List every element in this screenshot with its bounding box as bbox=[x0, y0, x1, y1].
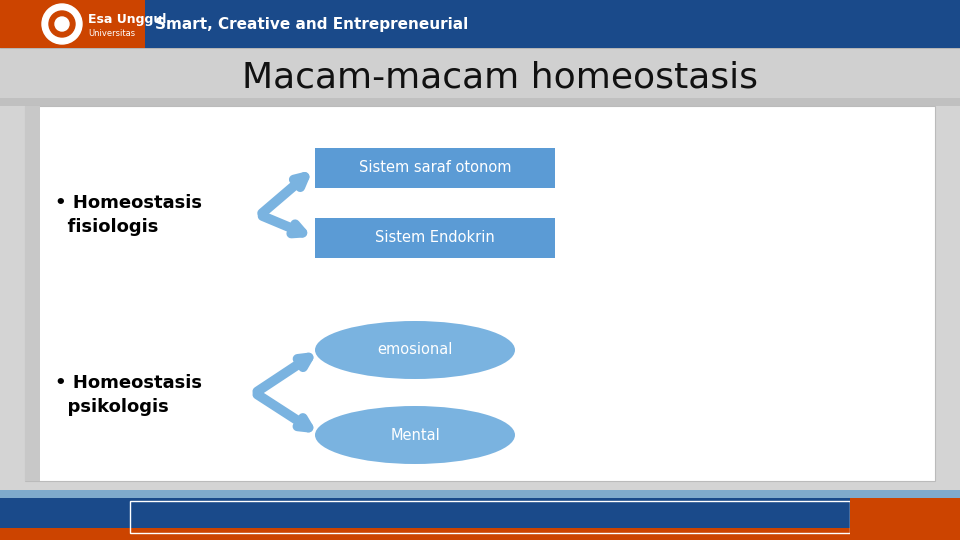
Circle shape bbox=[42, 4, 82, 44]
Bar bbox=[0, 490, 960, 498]
Text: Smart, Creative and Entrepreneurial: Smart, Creative and Entrepreneurial bbox=[155, 17, 468, 31]
Text: Sistem saraf otonom: Sistem saraf otonom bbox=[359, 160, 512, 176]
Text: • Homeostasis
  psikologis: • Homeostasis psikologis bbox=[55, 374, 202, 416]
Circle shape bbox=[49, 11, 75, 37]
Circle shape bbox=[55, 17, 69, 31]
Bar bbox=[850, 498, 960, 540]
Text: Universitas: Universitas bbox=[88, 30, 135, 38]
Text: Sistem Endokrin: Sistem Endokrin bbox=[375, 231, 494, 246]
Text: Esa Unggul: Esa Unggul bbox=[88, 14, 166, 26]
Ellipse shape bbox=[315, 321, 515, 379]
Bar bbox=[25, 106, 40, 481]
Bar bbox=[315, 218, 555, 258]
Bar bbox=[25, 106, 935, 481]
Bar bbox=[0, 528, 960, 540]
Text: • Homeostasis
  fisiologis: • Homeostasis fisiologis bbox=[55, 193, 202, 237]
Bar bbox=[0, 98, 960, 106]
Bar bbox=[130, 501, 850, 533]
Text: Macam-macam homeostasis: Macam-macam homeostasis bbox=[242, 61, 758, 95]
Text: emosional: emosional bbox=[377, 342, 453, 357]
Bar bbox=[0, 0, 145, 48]
Text: Mental: Mental bbox=[390, 428, 440, 442]
Bar bbox=[0, 0, 960, 48]
Ellipse shape bbox=[315, 406, 515, 464]
Bar bbox=[0, 48, 960, 103]
Bar bbox=[0, 498, 960, 540]
Bar bbox=[315, 148, 555, 188]
